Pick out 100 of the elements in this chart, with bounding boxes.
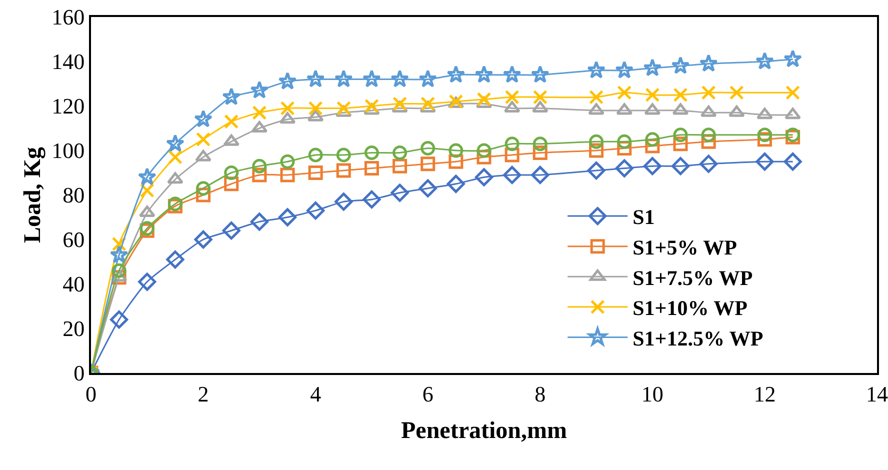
point bbox=[532, 136, 548, 152]
point bbox=[196, 132, 211, 147]
legend-label: S1+5% WP bbox=[632, 236, 738, 260]
point bbox=[280, 168, 295, 182]
y-tick-label: 160 bbox=[52, 4, 85, 30]
point bbox=[446, 174, 465, 193]
legend-label: S1 bbox=[632, 205, 655, 230]
y-tick-label: 140 bbox=[52, 49, 85, 74]
point bbox=[756, 108, 773, 120]
point bbox=[334, 70, 353, 88]
point bbox=[364, 145, 379, 160]
point bbox=[336, 163, 351, 178]
point bbox=[784, 152, 802, 171]
point bbox=[392, 96, 408, 112]
point bbox=[138, 206, 156, 218]
point bbox=[784, 108, 801, 120]
x-tick-label: 4 bbox=[310, 381, 322, 406]
point bbox=[138, 168, 156, 186]
point bbox=[474, 65, 494, 83]
point bbox=[223, 134, 240, 146]
point bbox=[250, 80, 269, 98]
point bbox=[476, 92, 492, 107]
x-tick-label: 12 bbox=[754, 381, 776, 406]
point bbox=[308, 166, 323, 180]
point bbox=[110, 310, 128, 329]
point bbox=[503, 166, 522, 184]
point bbox=[645, 88, 660, 102]
point bbox=[308, 100, 323, 116]
y-tick-label: 20 bbox=[62, 316, 85, 342]
point bbox=[306, 70, 325, 88]
point bbox=[362, 70, 381, 88]
point bbox=[617, 134, 632, 149]
point bbox=[390, 70, 410, 88]
point bbox=[476, 143, 492, 158]
x-tick-label: 10 bbox=[641, 381, 664, 406]
point bbox=[474, 168, 494, 186]
point bbox=[364, 98, 379, 114]
y-tick-label: 120 bbox=[52, 94, 85, 119]
point bbox=[280, 154, 295, 169]
point bbox=[167, 172, 184, 184]
point bbox=[308, 148, 323, 162]
point bbox=[166, 250, 184, 269]
point bbox=[250, 212, 268, 231]
point bbox=[224, 166, 239, 180]
point bbox=[643, 157, 662, 176]
point bbox=[194, 110, 213, 128]
point bbox=[729, 85, 744, 100]
point bbox=[362, 190, 381, 208]
point bbox=[222, 87, 241, 106]
point bbox=[673, 88, 688, 102]
point bbox=[786, 85, 800, 100]
point bbox=[616, 103, 633, 115]
point bbox=[755, 52, 774, 70]
point bbox=[364, 161, 379, 176]
y-tick-label: 80 bbox=[62, 182, 85, 208]
point bbox=[671, 157, 690, 176]
point bbox=[336, 100, 351, 116]
point bbox=[336, 148, 351, 162]
point bbox=[757, 128, 772, 142]
point bbox=[252, 105, 267, 120]
x-tick-label: 2 bbox=[198, 381, 209, 406]
point bbox=[138, 272, 156, 291]
point bbox=[645, 132, 660, 147]
legend-label: S1+12.5% WP bbox=[632, 326, 764, 350]
point bbox=[671, 56, 690, 74]
point bbox=[615, 159, 634, 178]
point bbox=[222, 222, 240, 240]
point bbox=[672, 103, 689, 115]
point bbox=[418, 70, 438, 88]
point bbox=[531, 166, 550, 184]
point bbox=[195, 150, 212, 162]
point bbox=[279, 112, 296, 124]
legend-label: S1+7.5% WP bbox=[632, 266, 753, 290]
point bbox=[643, 58, 662, 76]
y-tick-label: 40 bbox=[62, 272, 85, 297]
point bbox=[728, 105, 745, 117]
point bbox=[196, 181, 211, 196]
point bbox=[701, 85, 716, 100]
point bbox=[617, 85, 632, 100]
point bbox=[112, 263, 126, 278]
point bbox=[166, 134, 184, 152]
y-tick-label: 100 bbox=[52, 138, 85, 164]
y-tick-label: 60 bbox=[62, 227, 85, 252]
point bbox=[224, 114, 239, 129]
x-axis-title: Penetration,mm bbox=[401, 418, 567, 444]
point bbox=[420, 141, 436, 156]
point bbox=[615, 60, 634, 78]
point bbox=[280, 100, 295, 116]
point bbox=[532, 100, 548, 112]
point bbox=[589, 90, 604, 104]
point bbox=[392, 145, 408, 160]
point bbox=[252, 158, 267, 174]
point bbox=[420, 156, 436, 172]
point bbox=[504, 90, 520, 104]
point bbox=[644, 103, 661, 115]
point bbox=[589, 134, 604, 149]
point bbox=[278, 208, 297, 226]
point bbox=[588, 103, 604, 115]
point bbox=[390, 184, 409, 202]
point bbox=[418, 179, 437, 198]
